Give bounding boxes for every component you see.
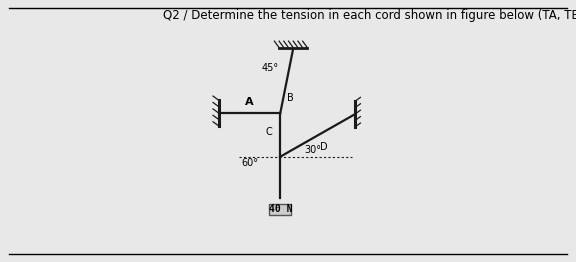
Text: 30°: 30° (304, 145, 321, 155)
Bar (270, 204, 291, 215)
Text: 40 N: 40 N (268, 204, 292, 214)
Text: B: B (287, 93, 293, 103)
Text: Q2 / Determine the tension in each cord shown in figure below (TA, TB, TC, TD).: Q2 / Determine the tension in each cord … (164, 9, 576, 22)
Text: D: D (320, 142, 328, 152)
Text: 45°: 45° (262, 63, 279, 73)
Text: C: C (266, 127, 272, 137)
Text: 60°: 60° (241, 158, 259, 168)
Text: A: A (245, 97, 254, 107)
